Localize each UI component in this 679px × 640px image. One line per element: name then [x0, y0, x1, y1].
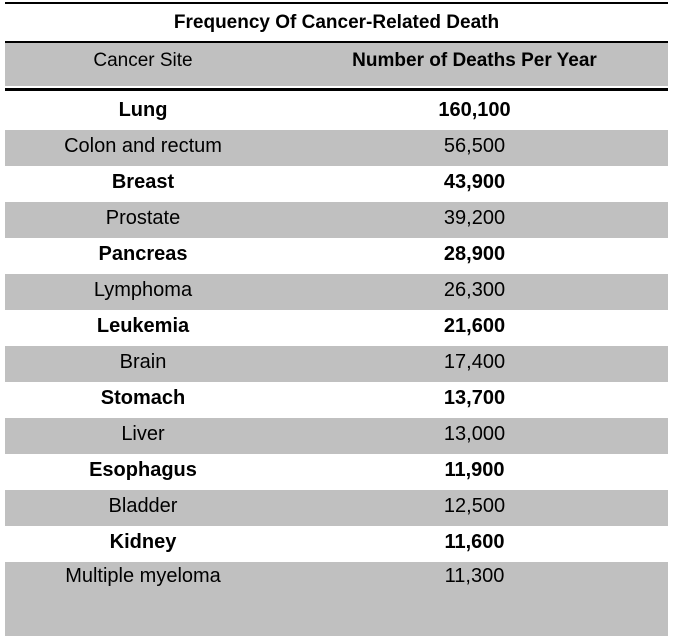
- cancer-site-cell: Liver: [121, 423, 165, 445]
- deaths-per-year-cell: 56,500: [443, 135, 506, 157]
- table-row: Brain 17,400: [5, 346, 668, 382]
- deaths-per-year-cell: 26,300: [443, 279, 506, 301]
- deaths-per-year-cell: 11,300: [444, 565, 505, 587]
- table-title: Frequency Of Cancer-Related Death: [173, 12, 500, 33]
- deaths-per-year-cell: 160,100: [438, 99, 511, 121]
- table-body: Lung 160,100 Colon and rectum 56,500 Breast 4…: [5, 94, 668, 636]
- cancer-site-cell: Prostate: [105, 207, 181, 229]
- table-row: Prostate 39,200: [5, 202, 668, 238]
- deaths-per-year-cell: 13,700: [443, 387, 506, 409]
- cancer-site-cell: Bladder: [108, 495, 178, 517]
- cancer-site-cell: Stomach: [100, 387, 186, 409]
- cancer-site-cell: Colon and rectum: [64, 135, 222, 157]
- table-row: Leukemia 21,600: [5, 310, 668, 346]
- deaths-per-year-cell: 39,200: [443, 207, 506, 229]
- top-rule: [5, 2, 668, 4]
- deaths-per-year-cell: 43,900: [443, 171, 506, 193]
- cancer-site-cell: Multiple myeloma: [65, 565, 221, 587]
- column-header-cancer-site: Cancer Site: [93, 50, 193, 71]
- deaths-per-year-cell: 13,000: [443, 423, 506, 445]
- cancer-site-cell: Breast: [111, 171, 175, 193]
- table-row: Liver 13,000: [5, 418, 668, 454]
- table-row: Colon and rectum 56,500: [5, 130, 668, 166]
- column-header-deaths-per-year: Number of Deaths Per Year: [352, 50, 597, 71]
- cancer-site-cell: Pancreas: [98, 243, 188, 265]
- table-row: Breast 43,900: [5, 166, 668, 202]
- header-rule: [5, 88, 668, 91]
- deaths-per-year-cell: 11,600: [444, 531, 505, 553]
- cancer-site-cell: Kidney: [109, 531, 177, 553]
- table-header: Cancer Site Number of Deaths Per Year: [5, 43, 668, 86]
- table-row: Pancreas 28,900: [5, 238, 668, 274]
- cancer-site-cell: Leukemia: [96, 315, 190, 337]
- table-row: Multiple myeloma 11,300: [5, 562, 668, 636]
- cancer-site-cell: Lung: [118, 99, 168, 121]
- cancer-death-table: Frequency Of Cancer-Related Death Cancer…: [5, 0, 668, 640]
- table-row: Lung 160,100: [5, 94, 668, 130]
- deaths-per-year-cell: 17,400: [443, 351, 506, 373]
- deaths-per-year-cell: 21,600: [443, 315, 506, 337]
- cancer-site-cell: Lymphoma: [93, 279, 193, 301]
- deaths-per-year-cell: 28,900: [443, 243, 506, 265]
- table-row: Stomach 13,700: [5, 382, 668, 418]
- table-row: Kidney 11,600: [5, 526, 668, 562]
- title-rule: [5, 41, 668, 43]
- deaths-per-year-cell: 11,900: [444, 459, 505, 481]
- cancer-site-cell: Esophagus: [89, 459, 197, 481]
- table-row: Lymphoma 26,300: [5, 274, 668, 310]
- table-row: Bladder 12,500: [5, 490, 668, 526]
- cancer-site-cell: Brain: [119, 351, 167, 373]
- table-row: Esophagus 11,900: [5, 454, 668, 490]
- deaths-per-year-cell: 12,500: [443, 495, 506, 517]
